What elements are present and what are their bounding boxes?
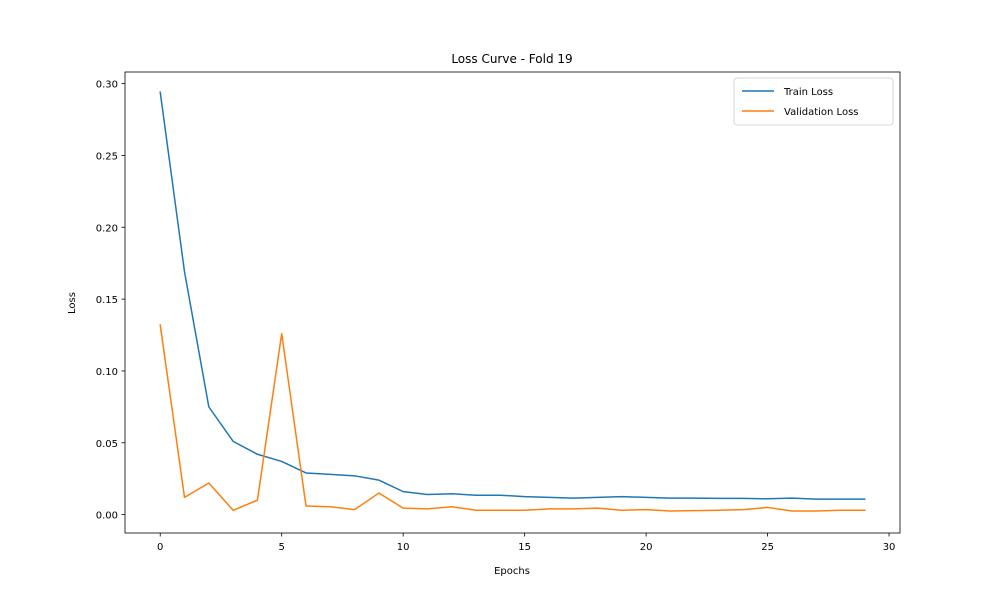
series-layer	[159, 91, 866, 512]
x-tick-label: 20	[640, 542, 653, 553]
legend-box	[733, 77, 894, 126]
y-tick-label: 0.15	[96, 295, 118, 306]
y-tick-label: 0.00	[96, 511, 118, 522]
x-axis-label: Epochs	[494, 566, 530, 577]
x-tick-label: 30	[883, 542, 896, 553]
y-tick-label: 0.05	[96, 439, 118, 450]
chart-title: Loss Curve - Fold 19	[451, 52, 572, 66]
x-axis: 0 5 10 15 20 25 30	[157, 533, 895, 553]
x-tick-label: 15	[518, 542, 531, 553]
plot-area	[125, 72, 900, 533]
y-axis-label: Loss	[67, 292, 78, 314]
y-tick-label: 0.30	[96, 80, 118, 91]
legend-label-train: Train Loss	[783, 87, 833, 98]
series-line-validation-loss	[159, 324, 866, 512]
y-tick-label: 0.25	[96, 151, 118, 162]
y-axis: 0.00 0.05 0.10 0.15 0.20 0.25 0.30	[96, 80, 125, 522]
x-tick-label: 25	[761, 542, 774, 553]
y-tick-label: 0.20	[96, 223, 118, 234]
legend-label-validation: Validation Loss	[784, 107, 859, 118]
x-tick-label: 5	[279, 542, 285, 553]
x-tick-label: 0	[157, 542, 163, 553]
legend: Train Loss Validation Loss	[733, 77, 894, 126]
plot-frame	[124, 71, 901, 534]
y-tick-label: 0.10	[96, 367, 118, 378]
x-tick-label: 10	[397, 542, 410, 553]
series-line-train-loss	[159, 91, 866, 500]
